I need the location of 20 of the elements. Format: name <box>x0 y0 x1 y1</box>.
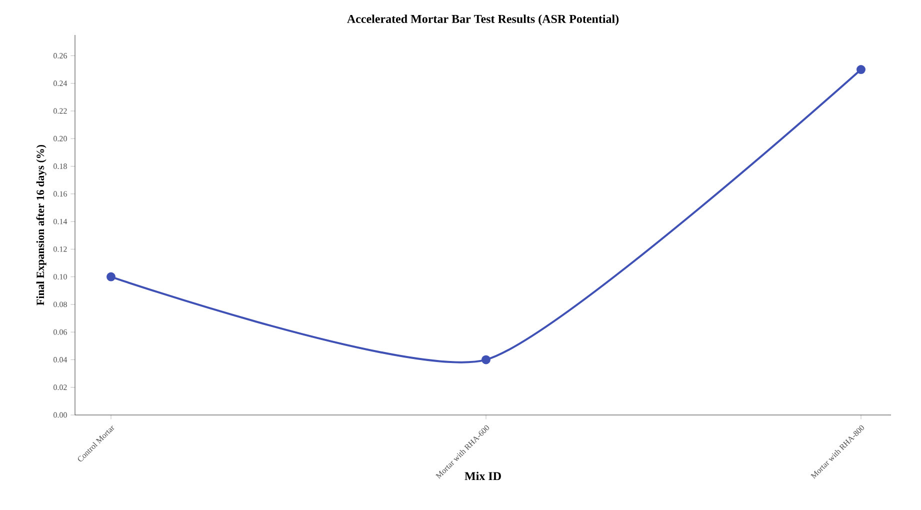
point <box>106 272 116 282</box>
y-tick-label: 0.02 <box>54 384 67 390</box>
x-axis-title: Mix ID <box>464 472 501 480</box>
y-tick-label: 0.14 <box>54 218 68 224</box>
point <box>856 65 866 74</box>
y-tick-label: 0.06 <box>54 329 67 335</box>
point <box>482 355 491 364</box>
y-tick-label: 0.10 <box>54 274 67 280</box>
y-tick-label: 0.18 <box>54 164 67 169</box>
y-tick-label: 0.12 <box>54 246 67 252</box>
y-tick-label: 0.04 <box>54 357 68 362</box>
y-tick-label: 0.20 <box>54 136 67 142</box>
y-tick-label: 0.26 <box>54 53 67 58</box>
y-tick-label: 0.00 <box>54 412 67 418</box>
y-tick-label: 0.22 <box>54 108 67 114</box>
y-tick-label: 0.24 <box>54 80 68 86</box>
y-tick-label: 0.08 <box>54 302 67 308</box>
y-tick-label: 0.16 <box>54 191 67 197</box>
y-axis-title: Final Expansion after 16 days (%) <box>36 144 46 306</box>
chart-title: Accelerated Mortar Bar Test Results (ASR Potential) <box>347 14 619 26</box>
